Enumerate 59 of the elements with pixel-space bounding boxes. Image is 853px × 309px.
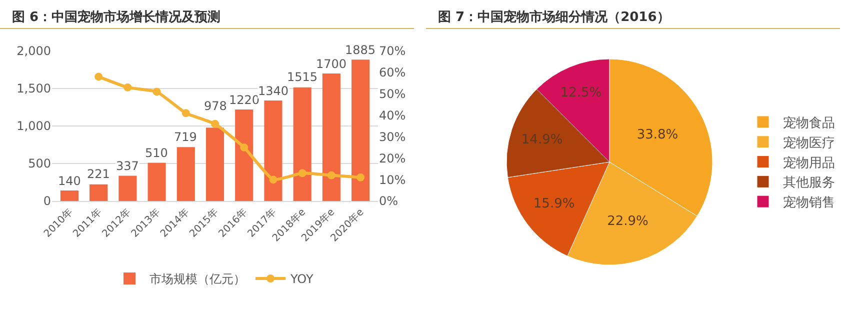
y2-tick-label: 40% <box>379 108 406 122</box>
data-label: 978 <box>204 99 227 113</box>
point <box>269 176 278 184</box>
bar <box>264 100 282 201</box>
point <box>94 72 103 81</box>
bar <box>90 184 108 201</box>
data-label: 33.8% <box>636 128 678 143</box>
bar <box>322 74 340 201</box>
legend-label: YOY <box>290 272 314 286</box>
data-label: 719 <box>174 130 197 144</box>
bar <box>235 110 254 201</box>
chart-title: 图 7：中国宠物市场细分情况（2016） <box>426 0 840 29</box>
bar <box>118 176 137 201</box>
legend-label: 宠物医疗 <box>783 136 835 151</box>
legend-label: 其他服务 <box>783 176 835 191</box>
bar <box>148 162 166 201</box>
point <box>298 169 306 178</box>
legend-label: 宠物销售 <box>783 196 835 211</box>
data-label: 1885 <box>345 43 376 57</box>
data-label: 510 <box>145 146 168 160</box>
point <box>356 173 365 182</box>
y-tick-label: 500 <box>28 156 51 171</box>
chart-title: 图 6：中国宠物市场增长情况及预测 <box>0 0 414 29</box>
legend-label: 宠物食品 <box>783 116 835 132</box>
data-label: 221 <box>87 167 110 181</box>
data-label: 15.9% <box>533 196 575 212</box>
y2-tick-label: 0% <box>379 194 398 208</box>
data-label: 1340 <box>258 84 289 98</box>
legend-label: 宠物用品 <box>783 156 835 171</box>
y-tick-label: 1,500 <box>16 82 51 96</box>
y-tick-label: 2,000 <box>16 44 51 58</box>
data-label: 22.9% <box>607 214 648 229</box>
data-label: 14.9% <box>521 132 563 148</box>
point <box>182 109 190 118</box>
point <box>240 143 248 152</box>
point <box>327 171 336 180</box>
y2-tick-label: 60% <box>379 66 406 80</box>
legend-label: 市场规模（亿元） <box>150 272 246 286</box>
y-tick-label: 1,000 <box>16 119 51 134</box>
data-label: 1700 <box>316 57 347 71</box>
point <box>124 83 132 92</box>
data-label: 12.5% <box>560 86 602 101</box>
data-label: 1515 <box>287 70 318 84</box>
y-tick-label: 0 <box>43 194 51 208</box>
bar <box>60 190 78 201</box>
y2-tick-label: 70% <box>379 44 406 58</box>
y2-tick-label: 20% <box>379 151 406 166</box>
point <box>152 88 161 96</box>
bar <box>176 147 195 201</box>
y2-tick-label: 10% <box>379 172 406 187</box>
bar <box>293 87 312 201</box>
data-label: 337 <box>116 159 139 173</box>
data-label: 140 <box>58 174 81 188</box>
point <box>211 120 219 128</box>
y2-tick-label: 30% <box>379 130 406 144</box>
data-label: 1220 <box>229 93 260 107</box>
y2-tick-label: 50% <box>379 87 406 102</box>
bar <box>206 128 224 201</box>
bar <box>352 60 370 201</box>
